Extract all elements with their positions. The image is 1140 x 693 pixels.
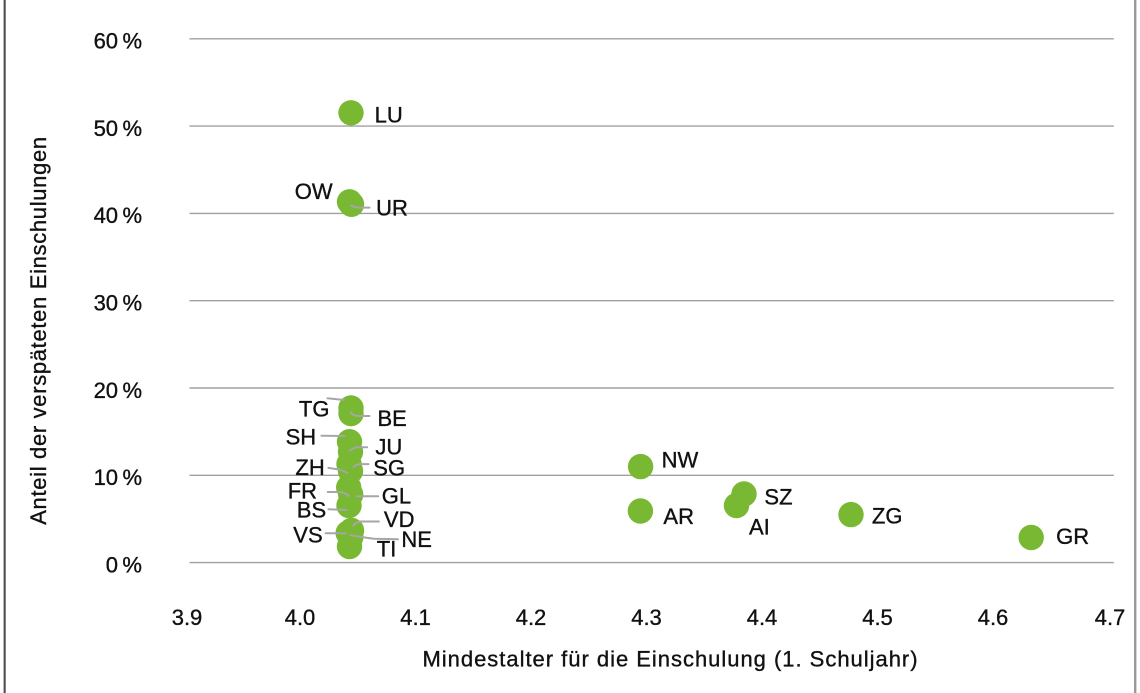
svg-text:4.1: 4.1	[400, 605, 431, 630]
svg-text:ZG: ZG	[872, 503, 903, 528]
svg-text:4.5: 4.5	[862, 605, 893, 630]
svg-text:60 %: 60 %	[94, 29, 142, 54]
svg-text:20 %: 20 %	[94, 378, 142, 403]
svg-text:GL: GL	[382, 483, 411, 508]
svg-text:SH: SH	[286, 425, 317, 450]
svg-text:UR: UR	[376, 196, 408, 221]
svg-text:4.7: 4.7	[1095, 605, 1126, 630]
svg-text:JU: JU	[375, 435, 402, 460]
svg-text:TG: TG	[299, 397, 330, 422]
svg-text:ZH: ZH	[295, 455, 324, 480]
svg-text:4.0: 4.0	[285, 605, 316, 630]
svg-text:Mindestalter für die Einschulu: Mindestalter für die Einschulung (1. Sch…	[422, 647, 918, 672]
svg-text:TI: TI	[377, 537, 397, 562]
svg-text:SZ: SZ	[764, 485, 792, 510]
svg-text:NE: NE	[401, 527, 432, 552]
svg-text:GR: GR	[1056, 524, 1089, 549]
svg-text:0 %: 0 %	[106, 552, 142, 577]
svg-text:4.6: 4.6	[978, 605, 1009, 630]
svg-text:AI: AI	[749, 515, 770, 540]
svg-text:VD: VD	[384, 507, 415, 532]
svg-text:NW: NW	[662, 448, 699, 473]
svg-text:AR: AR	[663, 504, 694, 529]
svg-text:LU: LU	[375, 103, 403, 128]
svg-text:30 %: 30 %	[94, 291, 142, 316]
svg-text:Anteil der verspäteten Einschu: Anteil der verspäteten Einschulungen	[26, 136, 51, 525]
svg-text:SG: SG	[373, 456, 405, 481]
svg-text:50 %: 50 %	[94, 116, 142, 141]
svg-text:4.4: 4.4	[747, 605, 778, 630]
svg-text:FR: FR	[288, 478, 317, 503]
svg-text:4.3: 4.3	[631, 605, 662, 630]
svg-text:BS: BS	[297, 497, 326, 522]
svg-text:3.9: 3.9	[172, 605, 203, 630]
svg-text:VS: VS	[293, 523, 322, 548]
svg-text:40 %: 40 %	[94, 203, 142, 228]
svg-text:4.2: 4.2	[516, 605, 547, 630]
svg-text:BE: BE	[378, 406, 407, 431]
svg-text:OW: OW	[295, 179, 333, 204]
svg-text:10 %: 10 %	[94, 465, 142, 490]
